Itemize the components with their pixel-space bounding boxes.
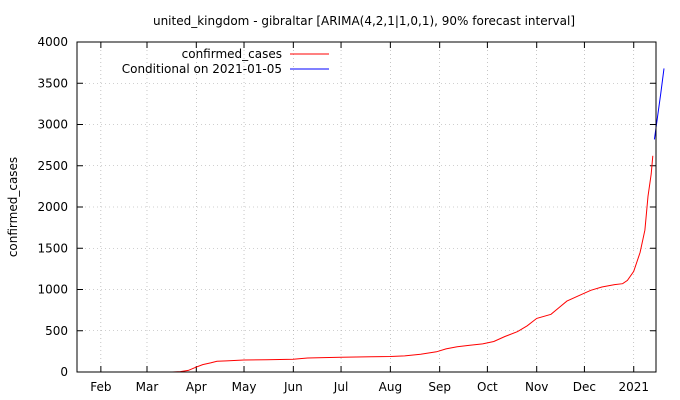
x-tick-label: Jun	[283, 380, 303, 394]
grid-lines	[77, 42, 656, 372]
y-tick-label: 1500	[37, 241, 68, 255]
x-tick-label: Nov	[525, 380, 548, 394]
x-tick-label: Dec	[573, 380, 596, 394]
y-tick-label: 2000	[37, 200, 68, 214]
x-tick-label: Aug	[379, 380, 402, 394]
plot-frame	[76, 41, 657, 373]
x-tick-label: Jul	[333, 380, 348, 394]
x-tick-label: Oct	[477, 380, 498, 394]
y-axis-label: confirmed_cases	[6, 157, 20, 257]
x-tick-label: Mar	[136, 380, 159, 394]
chart-title: united_kingdom - gibraltar [ARIMA(4,2,1|…	[153, 14, 575, 28]
axis-ticks: 0 500 1000 1500 2000 2500 3000 3500 4000 Feb Mar Ap…	[37, 35, 656, 394]
legend-label: confirmed_cases	[182, 47, 282, 61]
x-tick-label: Apr	[186, 380, 207, 394]
legend-label: Conditional on 2021-01-05	[122, 62, 282, 76]
x-tick-label: Feb	[90, 380, 111, 394]
x-tick-label: May	[232, 380, 257, 394]
y-tick-label: 500	[45, 324, 68, 338]
y-tick-label: 3500	[37, 76, 68, 90]
y-tick-label: 1000	[37, 283, 68, 297]
y-tick-label: 0	[60, 365, 68, 379]
x-tick-label: 2021	[618, 380, 649, 394]
y-tick-label: 2500	[37, 159, 68, 173]
series-layer	[172, 68, 665, 373]
y-tick-label: 3000	[37, 118, 68, 132]
y-tick-label: 4000	[37, 35, 68, 49]
series-line-0	[172, 155, 654, 373]
x-tick-label: Sep	[428, 380, 451, 394]
